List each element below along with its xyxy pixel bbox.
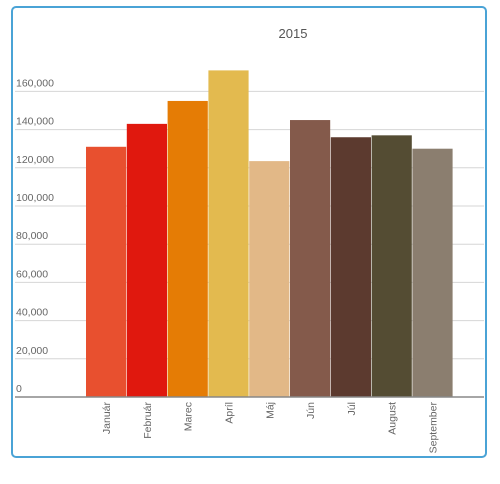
x-tick-label: Júl	[346, 402, 358, 415]
bars	[86, 70, 453, 398]
x-tick-label: Jún	[305, 402, 317, 419]
x-tick-label: Január	[101, 402, 113, 435]
chart-title: 2015	[279, 26, 308, 41]
y-tick-label: 60,000	[16, 268, 48, 280]
y-tick-label: 120,000	[16, 154, 54, 166]
x-tick-label: August	[387, 402, 399, 435]
bar-2	[126, 123, 167, 398]
y-axis-ticks: 0 20,000 40,000 60,000 80,000 100,000 120,000 1…	[16, 77, 54, 395]
y-tick-label: 100,000	[16, 192, 54, 204]
y-tick-label: 0	[16, 383, 22, 395]
bar-7	[330, 137, 371, 398]
x-tick-label: Máj	[264, 402, 276, 419]
y-tick-label: 160,000	[16, 77, 54, 89]
y-tick-label: 40,000	[16, 307, 48, 319]
x-tick-label: September	[428, 402, 440, 454]
x-axis-labels: Január Február Marec Apríl Máj Jún Júl August Se…	[101, 401, 439, 453]
x-tick-label: Február	[142, 401, 154, 438]
bar-3	[167, 100, 208, 397]
bar-5	[249, 161, 290, 397]
bar-1	[86, 146, 127, 397]
bar-6	[290, 120, 331, 398]
x-tick-label: Apríl	[224, 402, 236, 424]
y-tick-label: 20,000	[16, 345, 48, 357]
y-tick-label: 80,000	[16, 230, 48, 242]
y-tick-label: 140,000	[16, 116, 54, 128]
bar-9	[412, 148, 453, 397]
bar-4	[208, 70, 249, 397]
bar-8	[371, 135, 412, 397]
x-tick-label: Marec	[183, 402, 195, 431]
